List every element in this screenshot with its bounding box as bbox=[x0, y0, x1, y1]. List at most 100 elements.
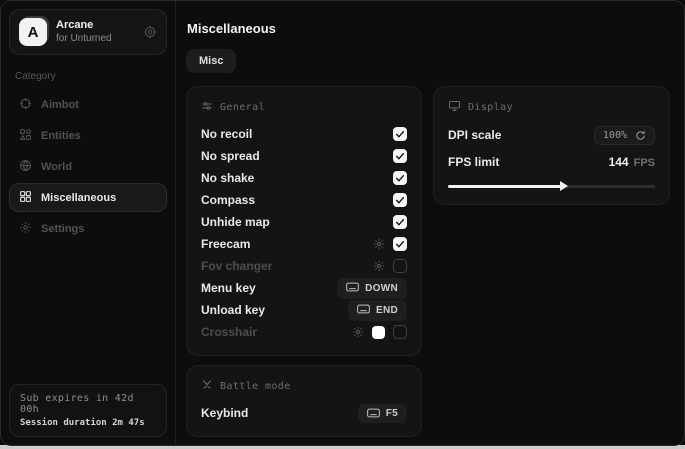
gear-icon[interactable] bbox=[373, 238, 385, 250]
no-shake-row: No shake bbox=[201, 167, 407, 189]
sidebar-nav: Aimbot Entities World Miscellaneous Settings bbox=[9, 90, 167, 243]
crosshair-checkbox[interactable] bbox=[393, 325, 407, 339]
no-shake-checkbox[interactable] bbox=[393, 171, 407, 185]
battle-keybind-value: F5 bbox=[385, 407, 398, 419]
swords-icon bbox=[201, 379, 213, 394]
no-shake-controls bbox=[393, 171, 407, 185]
general-panel-header: General bbox=[201, 100, 407, 115]
no-spread-row: No spread bbox=[201, 145, 407, 167]
brand-logo-letter: A bbox=[27, 23, 39, 41]
main-content: Miscellaneous Misc General bbox=[176, 1, 684, 445]
display-panel-header: Display bbox=[448, 100, 655, 115]
tab-misc[interactable]: Misc bbox=[186, 49, 237, 73]
crosshair-color-swatch[interactable] bbox=[372, 325, 385, 339]
brand-text: Arcane for Unturned bbox=[56, 19, 134, 45]
battle-panel-header: Battle mode bbox=[201, 379, 407, 394]
unhide-map-controls bbox=[393, 215, 407, 229]
target-icon[interactable] bbox=[143, 25, 157, 39]
no-spread-checkbox[interactable] bbox=[393, 149, 407, 163]
freecam-label: Freecam bbox=[201, 237, 251, 251]
unload-key-label: Unload key bbox=[201, 303, 266, 317]
sidebar-item-world[interactable]: World bbox=[9, 152, 167, 181]
crosshair-label: Crosshair bbox=[201, 325, 258, 339]
battle-keybind-badge[interactable]: F5 bbox=[357, 403, 407, 423]
gear-icon[interactable] bbox=[352, 326, 364, 338]
keybind-label: Keybind bbox=[201, 406, 249, 420]
keyboard-icon bbox=[346, 282, 359, 295]
grid-icon bbox=[19, 190, 32, 206]
general-panel-title: General bbox=[220, 102, 265, 113]
sidebar-item-label: World bbox=[41, 160, 72, 173]
left-column: General No recoil No spread No shake Compas… bbox=[186, 86, 422, 437]
freecam-checkbox[interactable] bbox=[393, 237, 407, 251]
sidebar-item-miscellaneous[interactable]: Miscellaneous bbox=[9, 183, 167, 212]
content-columns: General No recoil No spread No shake Compas… bbox=[186, 86, 670, 437]
subscription-status-card: Sub expires in 42d 00h Session duration … bbox=[9, 384, 167, 437]
dpi-scale-row: DPI scale 100% bbox=[448, 123, 655, 147]
unload-key-key-value: END bbox=[375, 304, 398, 316]
no-spread-controls bbox=[393, 149, 407, 163]
sidebar-item-label: Miscellaneous bbox=[41, 191, 117, 204]
freecam-controls bbox=[373, 237, 407, 251]
display-panel-title: Display bbox=[468, 102, 513, 113]
unload-key-keybind-badge[interactable]: END bbox=[347, 299, 407, 321]
session-duration-text: Session duration 2m 47s bbox=[20, 418, 145, 428]
fov-changer-controls bbox=[373, 259, 407, 273]
battle-panel-title: Battle mode bbox=[220, 381, 291, 392]
sidebar-item-label: Entities bbox=[41, 129, 81, 142]
crosshair-icon bbox=[19, 97, 32, 113]
menu-key-label: Menu key bbox=[201, 281, 256, 295]
fov-changer-checkbox[interactable] bbox=[393, 259, 407, 273]
unhide-map-row: Unhide map bbox=[201, 211, 407, 233]
dpi-scale-badge[interactable]: 100% bbox=[593, 125, 655, 145]
page-background-strip bbox=[0, 445, 685, 449]
keybind-row: Keybind F5 bbox=[201, 402, 407, 424]
unload-key-row: Unload key END bbox=[201, 299, 407, 321]
dpi-scale-value: 100% bbox=[602, 129, 627, 141]
sidebar-item-entities[interactable]: Entities bbox=[9, 121, 167, 150]
fov-changer-label: Fov changer bbox=[201, 259, 273, 273]
sidebar: A Arcane for Unturned Category Aimbot Ent… bbox=[1, 1, 176, 445]
unhide-map-label: Unhide map bbox=[201, 215, 270, 229]
freecam-row: Freecam bbox=[201, 233, 407, 255]
general-panel: General No recoil No spread No shake Compas… bbox=[186, 86, 422, 356]
sliders-icon bbox=[201, 100, 213, 115]
fps-unit: FPS bbox=[633, 157, 655, 169]
general-rows: No recoil No spread No shake Compass Unhide … bbox=[201, 123, 407, 343]
menu-key-row: Menu key DOWN bbox=[201, 277, 407, 299]
compass-controls bbox=[393, 193, 407, 207]
compass-row: Compass bbox=[201, 189, 407, 211]
display-panel: Display DPI scale 100% bbox=[433, 86, 670, 205]
compass-checkbox[interactable] bbox=[393, 193, 407, 207]
sidebar-item-label: Aimbot bbox=[41, 98, 79, 111]
no-shake-label: No shake bbox=[201, 171, 255, 185]
sidebar-item-settings[interactable]: Settings bbox=[9, 214, 167, 243]
right-column: Display DPI scale 100% bbox=[433, 86, 670, 205]
crosshair-row: Crosshair bbox=[201, 321, 407, 343]
no-recoil-checkbox[interactable] bbox=[393, 127, 407, 141]
no-recoil-row: No recoil bbox=[201, 123, 407, 145]
sidebar-item-aimbot[interactable]: Aimbot bbox=[9, 90, 167, 119]
page-title: Miscellaneous bbox=[187, 21, 276, 36]
fps-limit-value: 144 FPS bbox=[609, 155, 655, 169]
unhide-map-checkbox[interactable] bbox=[393, 215, 407, 229]
entities-icon bbox=[19, 128, 32, 144]
fps-slider[interactable] bbox=[448, 180, 655, 192]
fps-slider-thumb[interactable] bbox=[559, 181, 568, 191]
fps-limit-label: FPS limit bbox=[448, 155, 500, 169]
dpi-scale-label: DPI scale bbox=[448, 128, 502, 142]
reset-icon[interactable] bbox=[635, 130, 646, 141]
menu-key-keybind-badge[interactable]: DOWN bbox=[337, 277, 407, 299]
monitor-icon bbox=[448, 100, 461, 115]
fps-slider-fill bbox=[448, 185, 564, 188]
crosshair-controls bbox=[352, 325, 407, 339]
fps-limit-row: FPS limit 144 FPS bbox=[448, 150, 655, 174]
menu-key-key-value: DOWN bbox=[365, 282, 398, 294]
tab-bar: Misc bbox=[186, 49, 670, 73]
battle-mode-panel: Battle mode Keybind F5 bbox=[186, 365, 422, 437]
no-recoil-label: No recoil bbox=[201, 127, 253, 141]
fps-number: 144 bbox=[608, 155, 629, 169]
compass-label: Compass bbox=[201, 193, 256, 207]
gear-icon[interactable] bbox=[373, 260, 385, 272]
